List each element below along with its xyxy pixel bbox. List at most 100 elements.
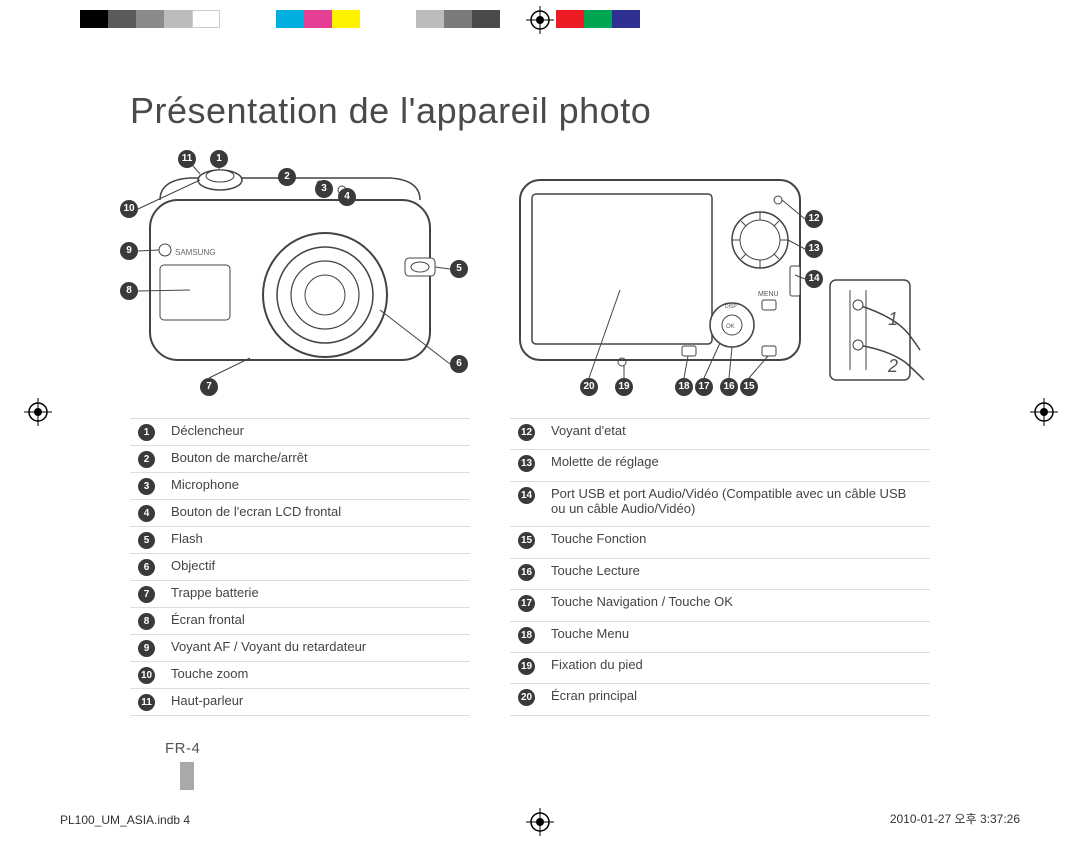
callout-number-icon: 10 [120,200,138,218]
svg-text:DISP: DISP [725,304,737,310]
legend-number-icon: 9 [138,640,155,657]
legend-label: Touche zoom [163,662,470,689]
legend-label: Touche Menu [543,621,930,652]
callout-number-icon: 8 [120,282,138,300]
legend-number-icon: 16 [518,564,535,581]
callout-number-icon: 11 [178,150,196,168]
callout-number-icon: 17 [695,378,713,396]
legend-row: 2 Bouton de marche/arrêt [130,446,470,473]
svg-text:MENU: MENU [758,291,779,298]
legend-row: 9 Voyant AF / Voyant du retardateur [130,635,470,662]
legend-row: 3 Microphone [130,473,470,500]
legend-label: Fixation du pied [543,653,930,684]
legend-row: 7 Trappe batterie [130,581,470,608]
callout-number-icon: 3 [315,180,333,198]
page-title: Présentation de l'appareil photo [130,90,950,132]
legend-label: Écran principal [543,684,930,716]
legend-row: 19 Fixation du pied [510,653,930,684]
callout-number-icon: 4 [338,188,356,206]
callout-number-icon: 1 [210,150,228,168]
legend-label: Port USB et port Audio/Vidéo (Compatible… [543,481,930,526]
legend-label: Déclencheur [163,419,470,446]
callout-number-icon: 5 [450,260,468,278]
legend-label: Voyant AF / Voyant du retardateur [163,635,470,662]
legend-label: Touche Fonction [543,527,930,558]
legend-number-icon: 3 [138,478,155,495]
legend-number-icon: 13 [518,455,535,472]
legend-number-icon: 7 [138,586,155,603]
legend-number-icon: 1 [138,424,155,441]
figure-front: SAMSUNG 1112341098567 [130,150,470,400]
figures-row: SAMSUNG 1112341098567 [130,150,950,400]
callout-number-icon: 7 [200,378,218,396]
callout-number-icon: 19 [615,378,633,396]
inset-step-1: 1 [888,309,898,329]
legend-row: 20 Écran principal [510,684,930,716]
legend-row: 12 Voyant d'etat [510,419,930,450]
legend-label: Écran frontal [163,608,470,635]
figure-back: MENU OK DISP [510,150,930,400]
legend-table-right: 12 Voyant d'etat 13 Molette de réglage 14 Por… [510,418,930,716]
legend-number-icon: 11 [138,694,155,711]
page-number: FR-4 [165,740,200,757]
legend-label: Touche Lecture [543,558,930,589]
page-number-bar [180,762,194,790]
callout-number-icon: 14 [805,270,823,288]
legend-row: 10 Touche zoom [130,662,470,689]
page-body: Présentation de l'appareil photo [130,90,950,716]
reg-target-bottom [526,808,554,836]
legend-number-icon: 8 [138,613,155,630]
legend-number-icon: 20 [518,689,535,706]
callout-number-icon: 6 [450,355,468,373]
camera-front-svg: SAMSUNG [130,150,470,400]
reg-target-top [526,6,554,34]
legend-row: 15 Touche Fonction [510,527,930,558]
legend-row: 14 Port USB et port Audio/Vidéo (Compatib… [510,481,930,526]
legend-label: Bouton de marche/arrêt [163,446,470,473]
legend-label: Molette de réglage [543,450,930,481]
legend-row: 5 Flash [130,527,470,554]
legend-row: 17 Touche Navigation / Touche OK [510,590,930,621]
callout-number-icon: 12 [805,210,823,228]
camera-back-svg: MENU OK DISP [510,150,930,400]
legend-row: 4Bouton de l'ecran LCD frontal [130,500,470,527]
legend-number-icon: 12 [518,424,535,441]
callout-number-icon: 13 [805,240,823,258]
legend-row: 6 Objectif [130,554,470,581]
legend-row: 13 Molette de réglage [510,450,930,481]
legend-table-left: 1 Déclencheur 2 Bouton de marche/arrêt 3 Micr… [130,418,470,716]
callout-number-icon: 2 [278,168,296,186]
legend-label: Microphone [163,473,470,500]
legend-row: 11 Haut-parleur [130,689,470,716]
legend-label: Haut-parleur [163,689,470,716]
callout-number-icon: 9 [120,242,138,260]
callout-number-icon: 16 [720,378,738,396]
legend-row: 18 Touche Menu [510,621,930,652]
legend-number-icon: 6 [138,559,155,576]
legend-label: Voyant d'etat [543,419,930,450]
svg-text:OK: OK [726,324,735,330]
callout-number-icon: 20 [580,378,598,396]
legend-label: Bouton de l'ecran LCD frontal [163,500,470,527]
legend-number-icon: 15 [518,532,535,549]
legend-number-icon: 19 [518,658,535,675]
legend-label: Touche Navigation / Touche OK [543,590,930,621]
legend-row: 16 Touche Lecture [510,558,930,589]
legend-label: Flash [163,527,470,554]
legend-row: 8 Écran frontal [130,608,470,635]
svg-text:SAMSUNG: SAMSUNG [175,248,215,257]
footer-timestamp: 2010-01-27 오후 3:37:26 [890,810,1020,827]
legend-number-icon: 5 [138,532,155,549]
callout-number-icon: 15 [740,378,758,396]
legend-number-icon: 18 [518,627,535,644]
inset-step-2: 2 [887,356,898,376]
legend-number-icon: 2 [138,451,155,468]
legend-number-icon: 17 [518,595,535,612]
reg-target-left [24,398,52,426]
legend-number-icon: 14 [518,487,535,504]
legend-label: Trappe batterie [163,581,470,608]
legend-label: Objectif [163,554,470,581]
print-colorbar [80,10,640,28]
legend-number-icon: 10 [138,667,155,684]
reg-target-right [1030,398,1058,426]
